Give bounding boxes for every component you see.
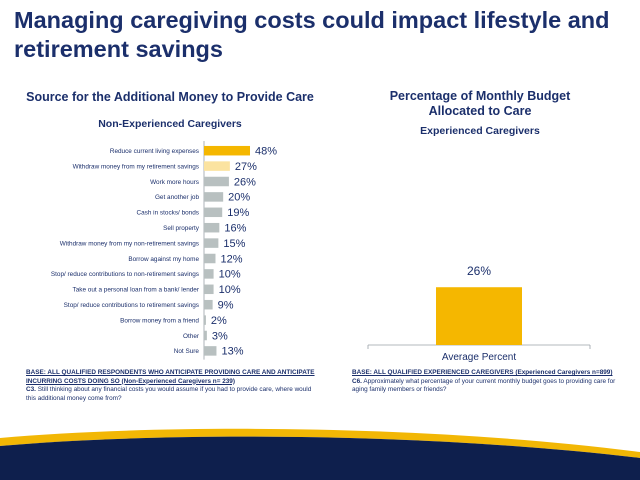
category-label: Withdraw money from my retirement saving… <box>73 163 199 170</box>
data-label: 27% <box>235 161 257 173</box>
data-label: 13% <box>221 346 243 358</box>
bar <box>204 315 206 325</box>
category-label: Work more hours <box>150 179 199 186</box>
left-chart-heading: Source for the Additional Money to Provi… <box>26 90 314 104</box>
left-chart-subheading: Non-Experienced Caregivers <box>98 118 242 130</box>
data-label: 48% <box>255 146 277 158</box>
bar <box>204 222 220 233</box>
bar <box>204 176 229 187</box>
right-base-note: BASE: ALL QUALIFIED EXPERIENCED CAREGIVE… <box>352 369 632 395</box>
bar <box>204 207 223 218</box>
data-label: 26% <box>234 176 256 188</box>
data-label: 15% <box>223 238 245 250</box>
category-label: Average Percent <box>442 352 517 363</box>
data-label: 26% <box>467 264 491 278</box>
bar <box>436 287 522 345</box>
category-label: Withdraw money from my non-retirement sa… <box>60 240 199 247</box>
data-label: 10% <box>219 284 241 296</box>
data-label: 10% <box>219 269 241 281</box>
category-label: Reduce current living expenses <box>110 148 199 155</box>
data-label: 20% <box>228 192 250 204</box>
bar <box>204 269 214 279</box>
bar <box>204 299 213 310</box>
category-label: Stop/ reduce contributions to non-retire… <box>51 271 199 278</box>
category-label: Borrow against my home <box>128 256 199 263</box>
data-label: 12% <box>221 253 243 265</box>
left-base-title: BASE: ALL QUALIFIED RESPONDENTS WHO ANTI… <box>26 369 315 385</box>
category-label: Other <box>183 333 200 340</box>
bar <box>204 192 224 202</box>
data-label: 16% <box>224 223 246 235</box>
right-base-title: BASE: ALL QUALIFIED EXPERIENCED CAREGIVE… <box>352 369 613 376</box>
data-label: 2% <box>211 315 227 327</box>
bar <box>204 161 230 171</box>
bar <box>204 330 207 341</box>
right-chart-heading: Percentage of Monthly Budget Allocated t… <box>389 89 571 118</box>
left-question-text: Still thinking about any financial costs… <box>26 386 312 402</box>
right-chart-subheading: Experienced Caregivers <box>420 125 540 137</box>
category-label: Borrow money from a friend <box>120 317 199 324</box>
footer-gold-swoosh <box>0 428 640 458</box>
category-label: Cash in stocks/ bonds <box>136 210 199 217</box>
right-question-text: Approximately what percentage of your cu… <box>352 377 616 394</box>
bar <box>204 253 216 264</box>
bar <box>204 238 219 248</box>
category-label: Not Sure <box>174 348 200 355</box>
category-label: Take out a personal loan from a bank/ le… <box>73 287 200 294</box>
right-question-number: C6. <box>352 377 362 385</box>
footer-navy-band <box>0 436 640 480</box>
left-question-number: C3. <box>26 386 36 394</box>
category-label: Stop/ reduce contributions to retirement… <box>64 302 199 309</box>
data-label: 9% <box>218 300 234 312</box>
bar <box>204 145 250 156</box>
bar <box>204 346 217 356</box>
data-label: 3% <box>212 330 228 342</box>
bar <box>204 284 214 295</box>
left-base-note: BASE: ALL QUALIFIED RESPONDENTS WHO ANTI… <box>26 369 316 403</box>
category-label: Sell property <box>163 225 200 232</box>
page-title: Managing caregiving costs could impact l… <box>14 7 610 62</box>
category-label: Get another job <box>155 194 200 201</box>
data-label: 19% <box>227 207 249 219</box>
